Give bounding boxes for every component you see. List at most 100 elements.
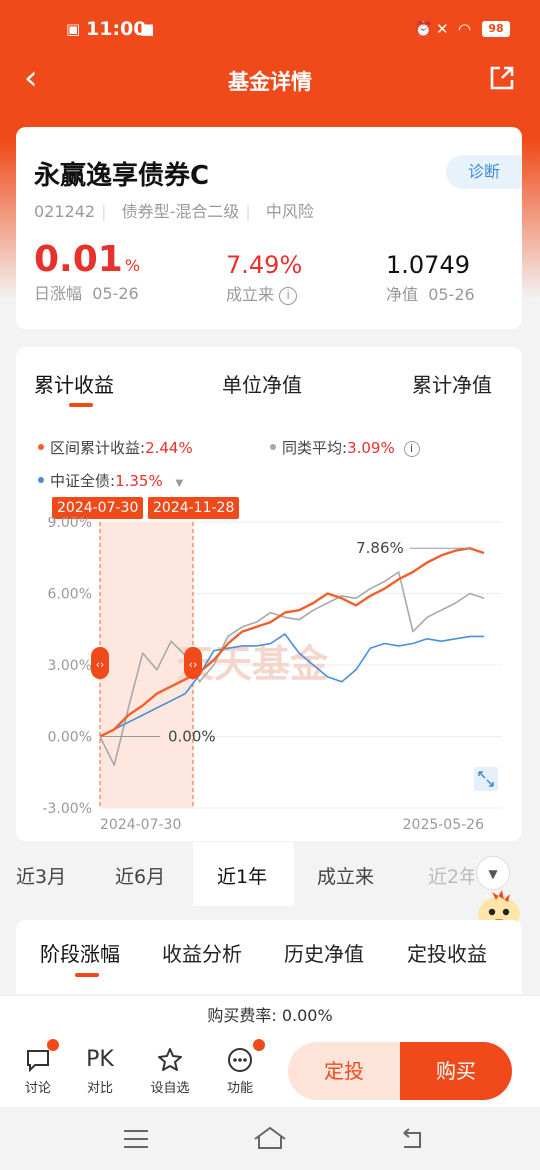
chevron-down-icon[interactable]: ▼ <box>175 478 184 489</box>
tab-cumulative-nav[interactable]: 累计净值 <box>412 373 492 397</box>
legend-index[interactable]: 中证全债:1.35% ▼ <box>38 470 183 491</box>
app-notification-icon: ■ <box>140 20 155 38</box>
section-card: 阶段涨幅 收益分析 历史净值 定投收益 <box>16 920 522 994</box>
fund-type: 债券型-混合二级 <box>121 202 240 221</box>
legend-info-icon[interactable]: i <box>403 441 420 457</box>
tab-cumulative-return[interactable]: 累计收益 <box>34 373 114 397</box>
sim-icon: ▣ <box>66 20 81 38</box>
home-icon[interactable] <box>252 1125 288 1151</box>
legend-fund-label: 区间累计收益: <box>50 439 146 457</box>
tab-return-analysis[interactable]: 收益分析 <box>162 942 242 966</box>
return-chart: 天天基金 9.00%6.00%3.00%0.00%-3.00% 7.86%0.0… <box>42 517 502 833</box>
period-6m[interactable]: 近6月 <box>115 866 166 888</box>
chat-bubble-icon <box>13 1039 63 1077</box>
max-annotation: 7.86% <box>356 539 404 557</box>
compare-button[interactable]: PK 对比 <box>75 1043 125 1096</box>
fund-summary-card: 永赢逸享债券C 诊断 021242 | 债券型-混合二级 | 中风险 0.01% 日… <box>16 127 522 329</box>
functions-label: 功能 <box>226 1081 253 1096</box>
buy-button[interactable]: 购买 <box>400 1042 512 1100</box>
battery-icon: 98 <box>482 21 510 37</box>
since-inception-label: 成立来 <box>226 285 275 304</box>
range-handle-left[interactable]: ‹› <box>91 647 109 679</box>
period-2y[interactable]: 近2年 <box>428 866 474 888</box>
x-tick-start: 2024-07-30 <box>100 817 181 833</box>
fund-code: 021242 <box>34 202 96 221</box>
status-time: 11:00 <box>86 18 147 40</box>
since-inception-stat: 7.49% 成立来 i <box>226 251 302 305</box>
period-selector: 近3月 近6月 近1年 成立来 近2年 ▼ <box>0 842 540 906</box>
chart-card: 累计收益 单位净值 累计净值 区间累计收益:2.44% 同类平均:3.09% i… <box>16 347 522 841</box>
page-title: 基金详情 <box>228 70 312 94</box>
legend-fund: 区间累计收益:2.44% <box>38 437 193 458</box>
alarm-icon: ⏰ <box>414 20 433 38</box>
x-tick-end: 2025-05-26 <box>403 817 484 833</box>
period-since-inception[interactable]: 成立来 <box>317 866 375 888</box>
section-tab-indicator <box>75 973 99 977</box>
fee-value: 0.00% <box>281 1006 333 1025</box>
expand-icon[interactable] <box>474 767 498 791</box>
since-inception-value: 7.49% <box>226 251 303 279</box>
discuss-button[interactable]: 讨论 <box>13 1039 63 1096</box>
nav-label: 净值 <box>386 285 419 304</box>
svg-text:‹›: ‹› <box>189 658 198 671</box>
series-line-index <box>99 633 484 738</box>
back-nav-icon[interactable] <box>398 1127 426 1151</box>
range-handle-right[interactable]: ‹› <box>184 647 202 679</box>
legend-avg-value: 3.09% <box>347 439 395 457</box>
series-line-fund <box>99 547 485 738</box>
pk-icon: PK <box>86 1047 114 1072</box>
functions-button[interactable]: 功能 <box>215 1039 265 1096</box>
compare-label: 对比 <box>86 1081 113 1096</box>
daily-change-date: 05-26 <box>92 284 139 303</box>
daily-change-stat: 0.01% 日涨幅 05-26 <box>34 239 140 304</box>
y-tick-label: -3.00% <box>42 801 92 817</box>
legend-avg: 同类平均:3.09% i <box>270 437 420 458</box>
period-1y[interactable]: 近1年 <box>217 866 268 888</box>
discuss-label: 讨论 <box>24 1081 51 1096</box>
daily-change-unit: % <box>124 256 141 275</box>
fund-risk: 中风险 <box>265 202 314 221</box>
status-bar: ▣ 11:00 ■ ⏰ ✕ ◠ 98 <box>0 0 540 58</box>
y-tick-label: 6.00% <box>48 587 92 603</box>
add-watchlist-button[interactable]: 设自选 <box>145 1043 195 1096</box>
period-3m[interactable]: 近3月 <box>16 866 67 888</box>
tab-unit-nav[interactable]: 单位净值 <box>222 373 302 397</box>
nav-value: 1.0749 <box>386 251 470 279</box>
period-active-bg <box>193 842 294 906</box>
mute-icon: ✕ <box>436 20 449 38</box>
back-arrow-icon[interactable]: ‹ <box>24 58 38 98</box>
y-tick-label: 9.00% <box>48 517 92 531</box>
daily-change-value: 0.01 <box>34 239 123 280</box>
more-periods-chevron-icon[interactable]: ▼ <box>476 856 510 890</box>
svg-text:‹›: ‹› <box>96 658 105 671</box>
star-plus-icon <box>145 1043 195 1077</box>
tab-stage-return[interactable]: 阶段涨幅 <box>40 942 120 966</box>
diagnose-button[interactable]: 诊断 <box>446 155 522 189</box>
info-icon[interactable]: i <box>279 287 298 305</box>
add-watchlist-label: 设自选 <box>150 1081 190 1096</box>
legend-index-label: 中证全债: <box>50 472 116 490</box>
nav-date: 05-26 <box>428 285 475 304</box>
chart-tabs: 累计收益 单位净值 累计净值 <box>16 369 522 399</box>
purchase-fee: 购买费率: 0.00% <box>0 995 540 1035</box>
fund-name: 永赢逸享债券C <box>34 161 210 191</box>
legend-fund-value: 2.44% <box>145 439 193 457</box>
range-start-badge: 2024-07-30 <box>52 497 144 519</box>
y-tick-label: 0.00% <box>48 730 92 746</box>
share-icon[interactable] <box>488 64 516 92</box>
nav-stat: 1.0749 净值 05-26 <box>386 251 475 305</box>
system-nav-bar <box>0 1107 540 1170</box>
bottom-action-bar: 讨论 PK 对比 设自选 功能 定投 购买 <box>0 1035 540 1107</box>
series-line-category-avg <box>99 571 485 766</box>
fixed-invest-button[interactable]: 定投 <box>288 1042 400 1100</box>
daily-change-label: 日涨幅 <box>34 284 83 303</box>
wifi-icon: ◠ <box>458 20 472 38</box>
menu-icon[interactable] <box>122 1128 150 1150</box>
more-dots-icon <box>215 1039 265 1077</box>
tab-fixed-invest-return[interactable]: 定投收益 <box>407 942 487 966</box>
nav-bar: ‹ 基金详情 <box>0 58 540 102</box>
tab-history-nav[interactable]: 历史净值 <box>284 942 364 966</box>
range-end-badge: 2024-11-28 <box>148 497 240 519</box>
fund-meta: 021242 | 债券型-混合二级 | 中风险 <box>34 202 314 221</box>
legend-avg-label: 同类平均: <box>282 439 348 457</box>
